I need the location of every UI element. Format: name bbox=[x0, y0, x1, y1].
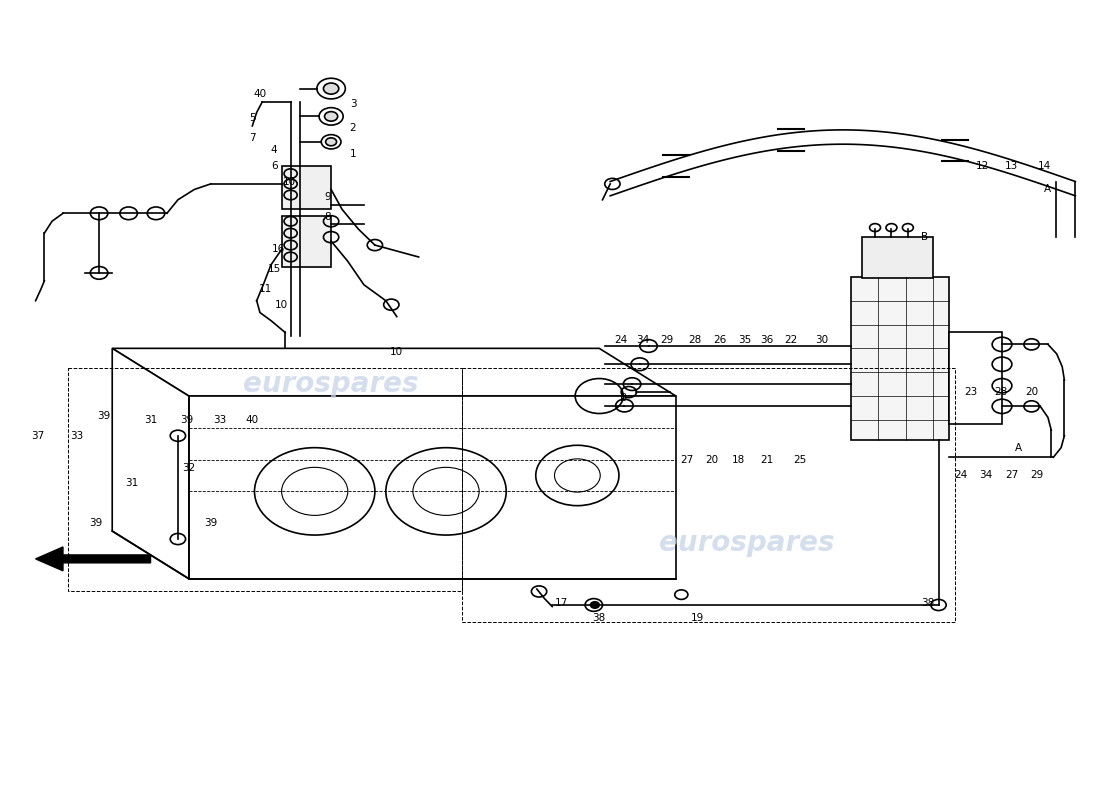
Polygon shape bbox=[35, 547, 151, 571]
Text: 1: 1 bbox=[350, 149, 356, 158]
Text: 37: 37 bbox=[31, 430, 44, 441]
Text: 39: 39 bbox=[89, 518, 102, 528]
Text: 40: 40 bbox=[245, 415, 258, 425]
Text: 27: 27 bbox=[680, 454, 693, 465]
Text: 22: 22 bbox=[784, 335, 798, 346]
Bar bbox=[862, 237, 933, 278]
Circle shape bbox=[323, 83, 339, 94]
Text: 21: 21 bbox=[760, 454, 773, 465]
Text: 10: 10 bbox=[390, 347, 404, 358]
Circle shape bbox=[326, 138, 337, 146]
Text: 8: 8 bbox=[324, 212, 331, 222]
Text: 38: 38 bbox=[593, 614, 606, 623]
Text: eurospares: eurospares bbox=[659, 529, 835, 557]
Text: 16: 16 bbox=[272, 244, 285, 254]
Text: 4: 4 bbox=[271, 145, 277, 154]
Text: 40: 40 bbox=[253, 89, 266, 99]
Text: 25: 25 bbox=[793, 454, 806, 465]
Text: 26: 26 bbox=[713, 335, 726, 346]
Text: A: A bbox=[1015, 442, 1022, 453]
Text: 23: 23 bbox=[965, 387, 978, 397]
Polygon shape bbox=[112, 348, 189, 578]
Text: 36: 36 bbox=[760, 335, 773, 346]
Text: 14: 14 bbox=[1038, 161, 1052, 170]
Text: 27: 27 bbox=[1005, 470, 1019, 481]
Text: 28: 28 bbox=[994, 387, 1008, 397]
Text: 33: 33 bbox=[70, 430, 84, 441]
Text: 28: 28 bbox=[688, 335, 701, 346]
Text: 13: 13 bbox=[1005, 161, 1019, 170]
Bar bbox=[282, 216, 331, 267]
Text: B: B bbox=[619, 394, 627, 403]
Circle shape bbox=[324, 112, 338, 121]
Text: 29: 29 bbox=[1031, 470, 1044, 481]
Text: 10: 10 bbox=[275, 300, 288, 310]
Text: 30: 30 bbox=[815, 335, 828, 346]
Text: 24: 24 bbox=[954, 470, 967, 481]
Text: 39: 39 bbox=[180, 415, 194, 425]
Text: eurospares: eurospares bbox=[243, 370, 419, 398]
Text: 11: 11 bbox=[258, 284, 272, 294]
Bar bbox=[851, 277, 949, 440]
Text: B: B bbox=[921, 232, 928, 242]
Text: 24: 24 bbox=[615, 335, 628, 346]
Bar bbox=[282, 166, 331, 210]
Text: 39: 39 bbox=[205, 518, 218, 528]
Text: 35: 35 bbox=[738, 335, 751, 346]
Text: 39: 39 bbox=[97, 411, 110, 421]
Text: 31: 31 bbox=[125, 478, 139, 489]
Text: 7: 7 bbox=[249, 133, 255, 143]
Bar bbox=[949, 333, 1002, 424]
Text: 5: 5 bbox=[249, 113, 255, 123]
Circle shape bbox=[591, 602, 600, 608]
Text: 34: 34 bbox=[637, 335, 650, 346]
Text: 6: 6 bbox=[271, 161, 277, 170]
Polygon shape bbox=[112, 348, 675, 396]
Text: 20: 20 bbox=[705, 454, 718, 465]
Text: 33: 33 bbox=[213, 415, 227, 425]
Text: 3: 3 bbox=[350, 99, 356, 110]
Polygon shape bbox=[189, 396, 675, 578]
Text: 32: 32 bbox=[183, 462, 196, 473]
Text: 17: 17 bbox=[554, 598, 568, 607]
Text: 12: 12 bbox=[976, 161, 989, 170]
Text: 38: 38 bbox=[921, 598, 934, 607]
Text: 31: 31 bbox=[144, 415, 157, 425]
Text: 34: 34 bbox=[979, 470, 992, 481]
Text: 9: 9 bbox=[324, 193, 331, 202]
Text: 2: 2 bbox=[350, 123, 356, 134]
Text: 10: 10 bbox=[283, 177, 296, 186]
Text: 18: 18 bbox=[732, 454, 745, 465]
Text: A: A bbox=[1044, 185, 1052, 194]
Text: 19: 19 bbox=[691, 614, 704, 623]
Text: 20: 20 bbox=[1025, 387, 1038, 397]
Text: 15: 15 bbox=[267, 264, 280, 274]
Text: 29: 29 bbox=[660, 335, 673, 346]
